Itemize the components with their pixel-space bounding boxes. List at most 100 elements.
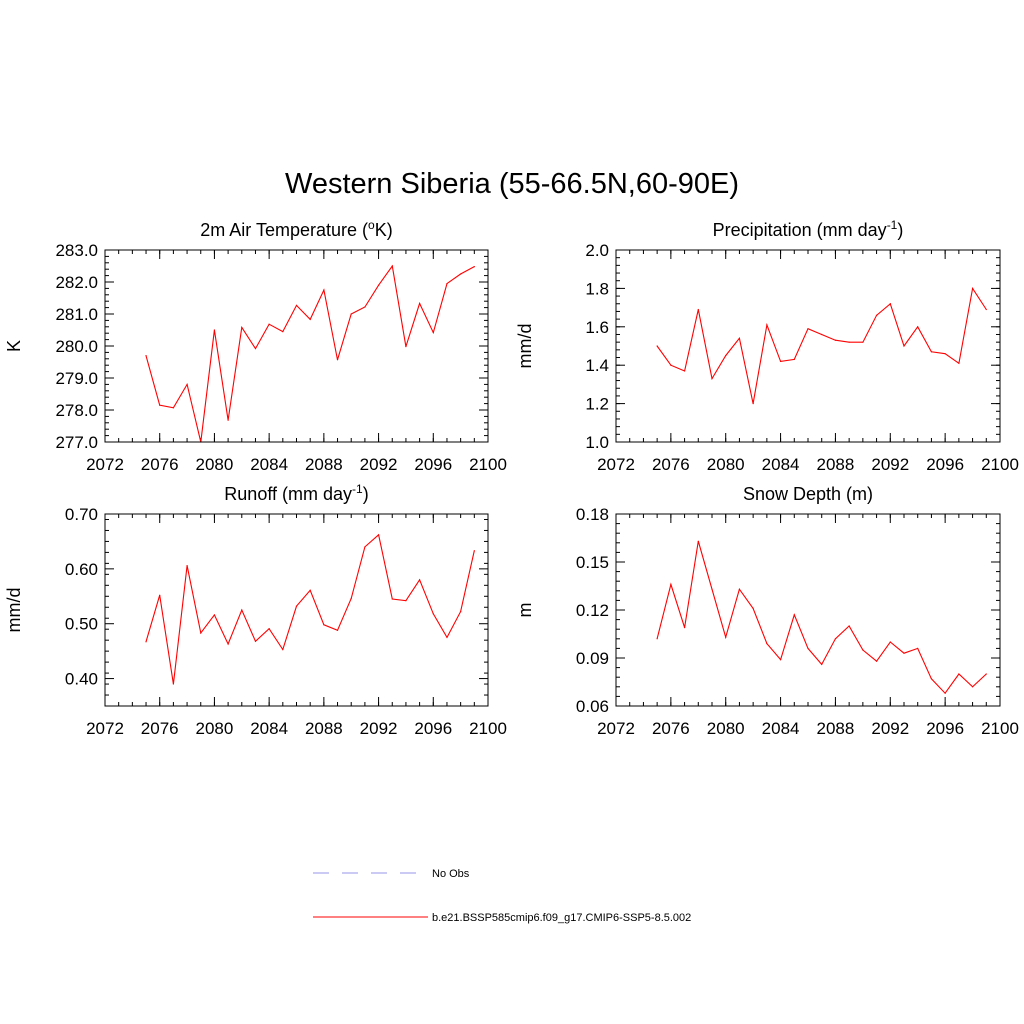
data-point bbox=[364, 306, 366, 308]
data-point bbox=[473, 550, 475, 552]
x-tick-label: 2096 bbox=[414, 719, 452, 738]
data-point bbox=[779, 360, 782, 362]
data-point bbox=[697, 540, 699, 542]
data-point bbox=[172, 407, 174, 409]
x-tick-label: 2076 bbox=[652, 455, 690, 474]
series-line bbox=[145, 533, 475, 685]
legend-label-model: b.e21.BSSP585cmip6.f09_g17.CMIP6-SSP5-8.… bbox=[432, 912, 691, 924]
data-point bbox=[903, 345, 905, 347]
legend: No Obs b.e21.BSSP585cmip6.f09_g17.CMIP6-… bbox=[313, 868, 691, 924]
y-axis-label: m bbox=[515, 603, 535, 618]
data-point bbox=[725, 636, 727, 638]
data-point bbox=[985, 673, 987, 675]
panel-title-superscript: o bbox=[368, 218, 375, 232]
data-point bbox=[186, 383, 188, 385]
data-point bbox=[295, 605, 298, 607]
x-tick-label: 2100 bbox=[469, 719, 507, 738]
data-point bbox=[821, 333, 823, 336]
data-point bbox=[254, 640, 257, 642]
x-tick-label: 2096 bbox=[926, 455, 964, 474]
data-point bbox=[793, 614, 795, 616]
data-point bbox=[807, 647, 809, 650]
data-point bbox=[405, 600, 407, 602]
data-point bbox=[697, 308, 699, 311]
data-point bbox=[350, 597, 352, 600]
data-point bbox=[670, 364, 672, 366]
y-axis-label: mm/d bbox=[4, 588, 24, 633]
data-point bbox=[958, 673, 960, 675]
data-point bbox=[145, 355, 147, 357]
data-point bbox=[241, 609, 243, 611]
x-tick-label: 2084 bbox=[250, 455, 288, 474]
data-point bbox=[656, 345, 658, 347]
y-tick-label: 1.8 bbox=[585, 279, 609, 298]
data-point bbox=[656, 638, 658, 640]
data-point bbox=[419, 579, 421, 581]
data-point bbox=[145, 641, 147, 643]
x-tick-label: 2092 bbox=[871, 455, 909, 474]
data-point bbox=[364, 546, 366, 548]
y-axis-label: mm/d bbox=[515, 324, 535, 369]
x-tick-label: 2092 bbox=[871, 719, 909, 738]
data-point bbox=[213, 329, 216, 331]
panel-title-text: Runoff (mm day bbox=[224, 484, 352, 504]
data-point bbox=[336, 629, 339, 631]
data-point bbox=[295, 304, 298, 306]
data-point bbox=[432, 613, 434, 615]
data-point bbox=[670, 583, 672, 586]
data-point bbox=[725, 355, 727, 357]
panel-title: 2m Air Temperature (oK) bbox=[200, 218, 392, 240]
data-point bbox=[971, 287, 974, 289]
data-point bbox=[200, 632, 202, 634]
data-point bbox=[241, 326, 243, 329]
data-point bbox=[309, 318, 311, 321]
x-tick-label: 2088 bbox=[817, 455, 855, 474]
data-point bbox=[930, 351, 933, 353]
data-point bbox=[889, 303, 891, 305]
data-point bbox=[460, 611, 462, 613]
chart-panel-1: 2m Air Temperature (oK) K 2072 2076 2080 2084… bbox=[4, 218, 507, 474]
x-tick-label: 2088 bbox=[305, 719, 343, 738]
data-point bbox=[793, 358, 795, 361]
data-point bbox=[766, 643, 768, 645]
y-tick-label: 0.12 bbox=[576, 601, 609, 620]
x-tick-label: 2096 bbox=[926, 719, 964, 738]
x-tick-label: 2088 bbox=[305, 455, 343, 474]
y-tick-label: 0.18 bbox=[576, 505, 609, 524]
data-point bbox=[958, 362, 960, 364]
y-tick-label: 0.09 bbox=[576, 649, 609, 668]
x-tick-label: 2096 bbox=[414, 455, 452, 474]
x-tick-label: 2076 bbox=[141, 719, 179, 738]
panel-title-superscript: -1 bbox=[352, 482, 363, 496]
data-point bbox=[971, 686, 974, 688]
data-point bbox=[350, 313, 352, 315]
plot-frame bbox=[104, 513, 489, 707]
data-point bbox=[752, 607, 754, 610]
x-tick-label: 2080 bbox=[196, 719, 234, 738]
data-point bbox=[446, 283, 448, 285]
y-tick-label: 1.4 bbox=[585, 356, 609, 375]
data-point bbox=[268, 323, 270, 325]
data-point bbox=[268, 628, 270, 630]
data-point bbox=[930, 678, 933, 680]
data-point bbox=[405, 346, 407, 348]
data-point bbox=[683, 627, 686, 629]
panel-title-text-end: ) bbox=[363, 484, 369, 504]
panel-title: Precipitation (mm day-1) bbox=[713, 218, 904, 240]
data-point bbox=[159, 404, 161, 406]
data-point bbox=[446, 636, 448, 639]
x-tick-label: 2092 bbox=[360, 455, 398, 474]
panel-title-text-end: K) bbox=[375, 220, 393, 240]
series-line bbox=[145, 264, 475, 443]
data-point bbox=[917, 326, 919, 328]
y-tick-label: 0.15 bbox=[576, 553, 609, 572]
data-point bbox=[834, 339, 837, 341]
x-tick-label: 2100 bbox=[981, 719, 1019, 738]
x-tick-label: 2072 bbox=[597, 455, 635, 474]
chart-panels: 2m Air Temperature (oK) K 2072 2076 2080 2084… bbox=[4, 218, 1019, 738]
x-tick-label: 2084 bbox=[762, 455, 800, 474]
y-tick-label: 278.0 bbox=[55, 401, 98, 420]
data-point bbox=[821, 663, 823, 666]
y-tick-label: 0.60 bbox=[65, 560, 98, 579]
x-tick-label: 2072 bbox=[597, 719, 635, 738]
